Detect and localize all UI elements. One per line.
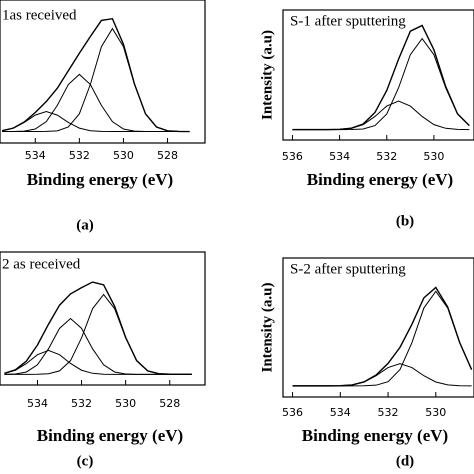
plot-frame xyxy=(0,0,206,144)
x-axis-label: Binding energy (eV) xyxy=(302,426,448,445)
x-tick-label: 528 xyxy=(157,149,178,162)
x-tick-label: 532 xyxy=(376,150,397,163)
curve xyxy=(4,293,192,375)
curve xyxy=(2,73,190,133)
x-axis-label: Binding energy (eV) xyxy=(307,170,453,189)
curve xyxy=(292,24,470,131)
curve xyxy=(4,349,192,375)
curve xyxy=(2,27,190,133)
curve xyxy=(4,317,192,375)
x-axis-label: Binding energy (eV) xyxy=(27,170,173,189)
x-tick-label: 528 xyxy=(159,397,180,410)
x-tick-label: 532 xyxy=(71,397,92,410)
curve xyxy=(4,281,192,376)
y-axis-label: Intensity (a.u) xyxy=(259,282,275,372)
plot-frame xyxy=(282,9,474,141)
panel-label: (c) xyxy=(77,453,94,469)
panel-title: 1as received xyxy=(2,7,77,23)
curve xyxy=(292,37,470,131)
x-tick-label: 532 xyxy=(378,406,399,419)
x-tick-label: 536 xyxy=(282,406,303,419)
panel-title: S-2 after sputtering xyxy=(290,261,406,277)
x-axis-label: Binding energy (eV) xyxy=(37,426,183,445)
plot-frame xyxy=(0,251,206,386)
x-tick-label: 534 xyxy=(330,406,351,419)
plot-frame xyxy=(282,257,474,398)
x-tick-label: 536 xyxy=(282,150,303,163)
panel-label: (d) xyxy=(396,453,414,469)
x-tick-label: 530 xyxy=(425,406,446,419)
x-tick-label: 534 xyxy=(27,397,48,410)
panel-title: 2 as received xyxy=(2,256,81,272)
x-tick-label: 532 xyxy=(69,149,90,162)
panel-label: (a) xyxy=(76,217,94,233)
x-tick-label: 530 xyxy=(113,149,134,162)
curve xyxy=(292,363,472,387)
curve xyxy=(2,17,190,133)
x-tick-label: 530 xyxy=(423,150,444,163)
curve xyxy=(2,111,190,133)
x-tick-label: 534 xyxy=(25,149,46,162)
panel-title: S-1 after sputtering xyxy=(290,13,406,29)
x-tick-label: 530 xyxy=(115,397,136,410)
x-tick-label: 534 xyxy=(329,150,350,163)
curve xyxy=(292,100,470,131)
y-axis-label: Intensity (a.u) xyxy=(259,30,275,120)
panel-label: (b) xyxy=(396,213,414,229)
